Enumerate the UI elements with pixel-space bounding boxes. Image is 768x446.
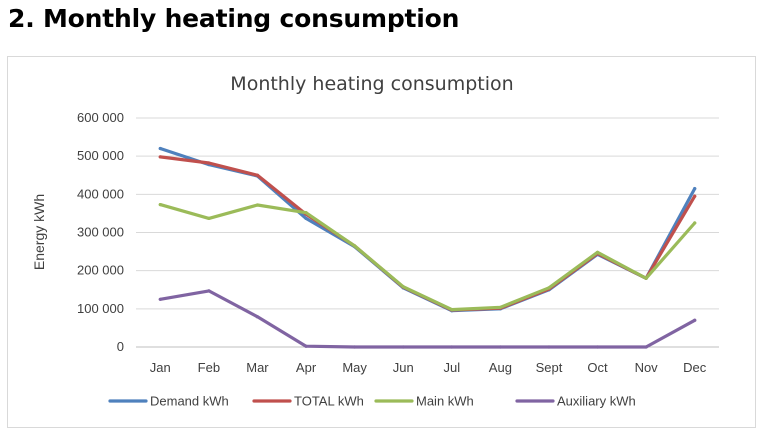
data-point xyxy=(693,187,697,191)
data-point xyxy=(207,289,211,293)
x-tick-label: Mar xyxy=(246,360,269,375)
series-line-2 xyxy=(158,155,697,312)
x-axis-ticks: Jan Feb Mar Apr May Jun Jul Aug Sept Oct Nov Dec xyxy=(150,360,707,375)
data-point xyxy=(353,244,357,248)
data-point xyxy=(255,315,260,319)
x-tick-label: Oct xyxy=(587,360,608,375)
data-point xyxy=(595,250,600,254)
page-heading: 2. Monthly heating consumption xyxy=(8,4,460,33)
x-tick-label: Aug xyxy=(489,360,512,375)
data-point xyxy=(644,276,648,280)
data-point xyxy=(595,345,600,349)
y-tick-label: 400 000 xyxy=(77,186,124,201)
data-point xyxy=(498,345,502,349)
data-point xyxy=(304,211,308,215)
data-point xyxy=(450,307,454,312)
legend-label: Auxiliary kWh xyxy=(557,394,636,409)
legend-label: TOTAL kWh xyxy=(294,394,364,409)
data-point xyxy=(693,318,697,322)
data-point xyxy=(547,345,551,349)
data-point xyxy=(207,161,211,165)
data-point xyxy=(450,345,454,349)
y-tick-label: 200 000 xyxy=(77,263,124,278)
data-point xyxy=(401,285,405,289)
x-tick-label: Jan xyxy=(150,360,171,375)
y-tick-label: 300 000 xyxy=(77,225,124,240)
x-tick-label: Jul xyxy=(443,360,460,375)
data-point xyxy=(158,146,162,151)
legend-label: Demand kWh xyxy=(150,394,229,409)
data-point xyxy=(693,194,697,198)
series-line-1 xyxy=(158,146,697,313)
data-point xyxy=(547,286,551,290)
series-lines xyxy=(158,146,697,349)
data-point xyxy=(401,345,405,349)
y-tick-label: 0 xyxy=(117,339,124,354)
x-tick-label: Jun xyxy=(393,360,414,375)
data-point xyxy=(693,221,697,225)
x-tick-label: Dec xyxy=(683,360,707,375)
x-tick-label: May xyxy=(342,360,367,375)
series-line-3 xyxy=(158,203,697,312)
series-line-4 xyxy=(158,289,697,349)
data-point xyxy=(158,155,162,159)
y-axis-title: Energy kWh xyxy=(31,194,47,270)
data-point xyxy=(304,344,308,348)
gridlines xyxy=(136,117,719,348)
y-axis-ticks: 0 100 000 200 000 300 000 400 000 500 000 600 … xyxy=(77,110,124,354)
data-point xyxy=(158,203,162,207)
data-point xyxy=(207,216,211,220)
legend: Demand kWh TOTAL kWh Main kWh Auxiliary kWh xyxy=(108,394,636,409)
data-point xyxy=(158,297,162,301)
y-tick-label: 100 000 xyxy=(77,301,124,316)
data-point xyxy=(304,216,308,220)
x-tick-label: Feb xyxy=(198,360,220,375)
data-point xyxy=(353,345,357,349)
y-tick-label: 600 000 xyxy=(77,110,124,125)
chart-title: Monthly heating consumption xyxy=(230,73,513,95)
data-point xyxy=(255,203,260,207)
data-point xyxy=(498,305,502,309)
y-tick-label: 500 000 xyxy=(77,148,124,163)
data-point xyxy=(255,173,260,177)
legend-label: Main kWh xyxy=(416,394,474,409)
x-tick-label: Sept xyxy=(536,360,563,375)
x-tick-label: Apr xyxy=(296,360,317,375)
x-tick-label: Nov xyxy=(635,360,659,375)
data-point xyxy=(644,345,648,349)
